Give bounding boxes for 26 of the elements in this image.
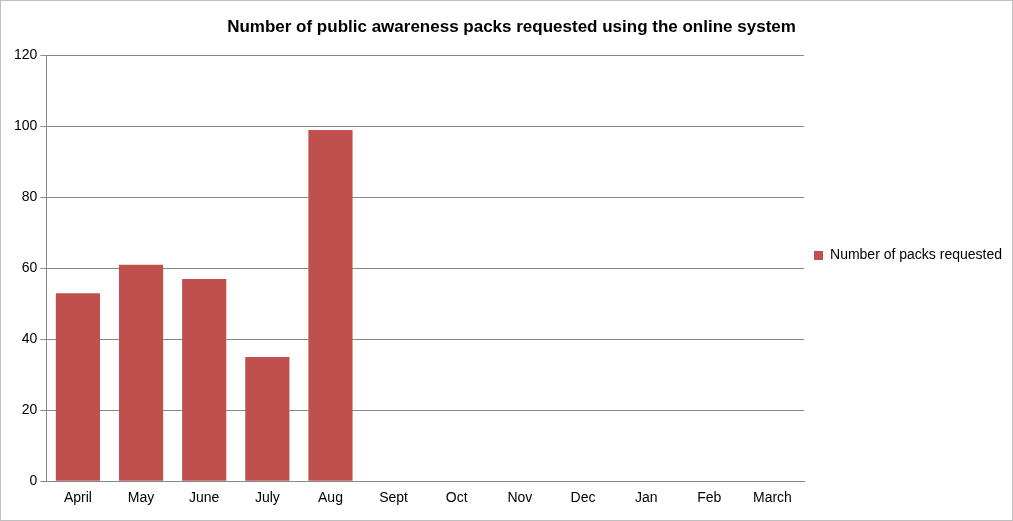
x-tick-label: Sept bbox=[379, 489, 409, 506]
y-tick-label: 40 bbox=[21, 330, 38, 347]
x-tick-label: July bbox=[254, 489, 280, 506]
x-tick-label: April bbox=[63, 489, 92, 506]
x-tick-label: March bbox=[753, 489, 792, 506]
bar bbox=[55, 293, 101, 481]
x-tick-label: Oct bbox=[445, 489, 468, 506]
x-tick-label: Aug bbox=[318, 489, 343, 506]
bar bbox=[182, 278, 227, 481]
bar bbox=[118, 264, 164, 481]
y-tick-label: 100 bbox=[14, 117, 38, 134]
x-tick-label: Nov bbox=[507, 489, 533, 506]
legend-label: Number of packs requested bbox=[830, 246, 1003, 263]
x-tick-label: June bbox=[189, 489, 220, 506]
bar bbox=[308, 129, 353, 481]
y-tick-label: 20 bbox=[21, 401, 38, 418]
x-tick-label: May bbox=[127, 489, 155, 506]
y-tick-label: 80 bbox=[21, 188, 38, 205]
x-tick-label: Feb bbox=[697, 489, 722, 506]
y-tick-label: 120 bbox=[14, 46, 38, 63]
chart-title: Number of public awareness packs requested using the online system bbox=[227, 16, 796, 36]
bar bbox=[245, 357, 290, 481]
y-tick-label: 0 bbox=[29, 472, 38, 489]
x-tick-label: Jan bbox=[634, 489, 658, 506]
y-tick-label: 60 bbox=[21, 259, 38, 276]
x-tick-label: Dec bbox=[570, 489, 596, 506]
